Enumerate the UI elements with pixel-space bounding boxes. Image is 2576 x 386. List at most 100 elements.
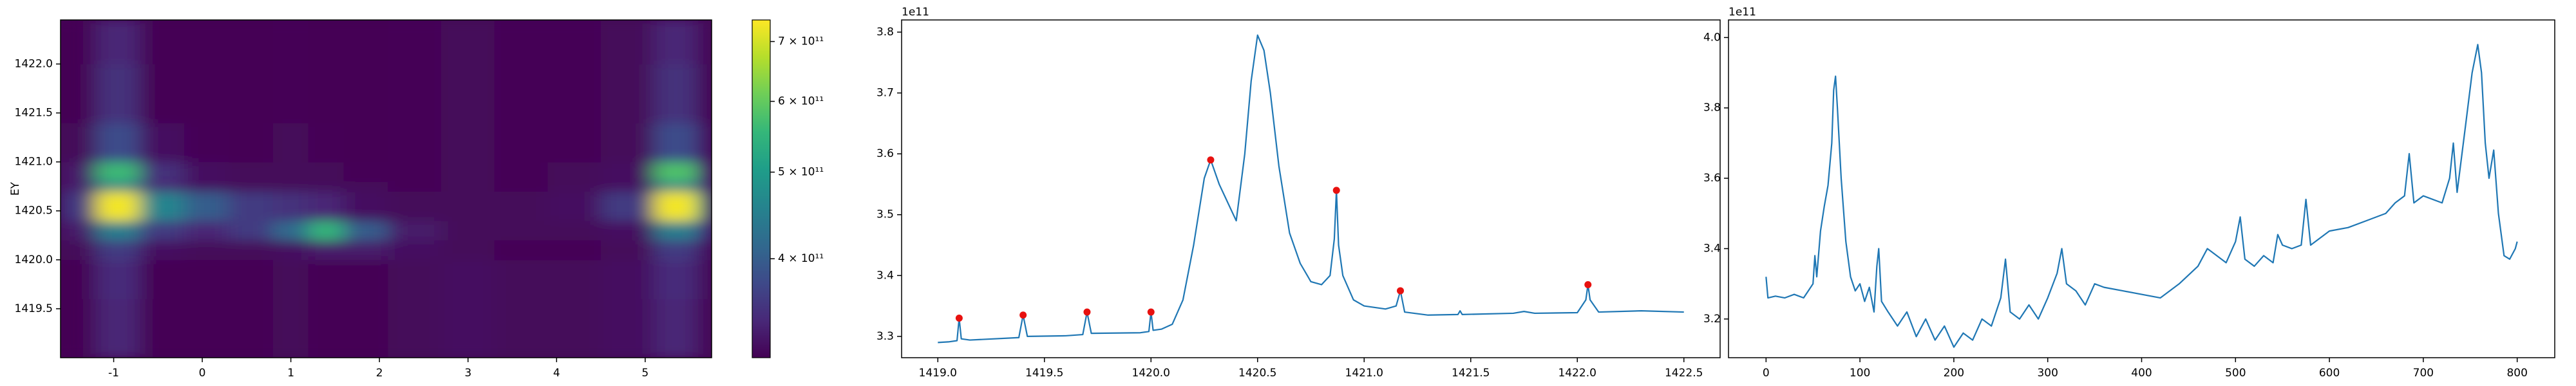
x-tick-label: 600 <box>2319 367 2340 380</box>
heatmap-cell <box>388 299 442 358</box>
heatmap-cell <box>494 259 549 300</box>
y-tick-label: 3.2 <box>1703 313 1721 326</box>
heatmap-cell <box>494 299 549 358</box>
y-tick-label: 3.6 <box>1703 172 1721 185</box>
heatmap-cell <box>184 122 229 163</box>
heatmap-cell <box>308 161 345 182</box>
heatmap-cell <box>308 181 345 192</box>
heatmap-cell <box>697 220 712 241</box>
heatmap-cell <box>272 220 309 241</box>
x-tick-label: 0 <box>199 367 206 380</box>
heatmap-cell <box>343 190 389 221</box>
heatmap-cell <box>95 259 141 300</box>
x-tick-label: 300 <box>2037 367 2058 380</box>
heatmap-cell <box>95 20 141 64</box>
heatmap-cell <box>140 299 185 358</box>
axes-frame <box>60 19 712 358</box>
heatmap-cell <box>95 63 141 124</box>
heatmap-cell <box>228 299 274 358</box>
x-tick-label: 100 <box>1850 367 1870 380</box>
heatmap-cell <box>140 63 185 124</box>
x-tick-label: 700 <box>2413 367 2434 380</box>
heatmap-cell <box>184 220 229 241</box>
heatmap-cell <box>184 239 229 261</box>
x-tick-label: 1422.5 <box>1665 367 1703 380</box>
line <box>938 34 1684 344</box>
x-tick-label: 400 <box>2131 367 2152 380</box>
y-tick-label: 3.4 <box>1703 242 1721 255</box>
heatmap-cell <box>272 299 309 358</box>
heatmap-cell <box>547 239 601 261</box>
heatmap-cell <box>308 122 345 163</box>
heatmap-cell <box>654 190 699 221</box>
x-tick-label: 3 <box>464 367 471 380</box>
heatmap-cell <box>272 63 309 124</box>
heatmap-cell <box>228 20 274 64</box>
heatmap-cell <box>184 20 229 64</box>
x-tick-label: 1421.5 <box>1452 367 1490 380</box>
heatmap-cell <box>440 259 495 300</box>
heatmap-cell <box>228 63 274 124</box>
heatmap-cell <box>343 122 389 163</box>
heatmap-cell <box>308 239 345 261</box>
heatmap-cell <box>697 190 712 221</box>
heatmap-cell <box>308 220 345 241</box>
heatmap-cell <box>654 239 699 261</box>
heatmap-cell <box>697 122 712 163</box>
line <box>1765 44 2518 348</box>
peak-marker <box>1147 308 1155 316</box>
offset-text: 1e11 <box>1728 6 1756 19</box>
y-tick-label: 3.6 <box>876 147 894 160</box>
heatmap-cell <box>228 259 274 300</box>
y-tick-label: 3.3 <box>876 330 894 343</box>
heatmap-cell <box>95 181 141 192</box>
heatmap-cell <box>95 122 141 163</box>
heatmap-cell <box>547 190 601 221</box>
colorbar-tick-label: 5 × 10¹¹ <box>778 166 824 179</box>
y-tick-label: 1420.0 <box>15 253 53 266</box>
heatmap-cell <box>697 299 712 358</box>
axes-frame <box>901 19 1721 358</box>
heatmap-cell <box>600 20 655 64</box>
x-tick-label: 1 <box>287 367 294 380</box>
heatmap-cell <box>494 239 549 261</box>
heatmap-cell <box>654 259 699 300</box>
heatmap-cell <box>140 122 185 163</box>
heatmap-cell <box>95 299 141 358</box>
heatmap-cell <box>61 20 97 64</box>
heatmap-cell <box>388 181 442 192</box>
heatmap-cell <box>547 122 601 163</box>
heatmap-cell <box>308 190 345 221</box>
y-tick-label: 3.5 <box>876 208 894 221</box>
heatmap-cell <box>494 161 549 182</box>
peak-marker <box>1397 287 1405 295</box>
heatmap-cell <box>61 190 97 221</box>
heatmap-cell <box>95 220 141 241</box>
heatmap-cell <box>440 161 495 182</box>
heatmap-cell <box>654 220 699 241</box>
heatmap-cell <box>494 122 549 163</box>
heatmap-cell <box>95 239 141 261</box>
heatmap-cell <box>697 259 712 300</box>
heatmap-cell <box>494 20 549 64</box>
heatmap-cell <box>140 20 185 64</box>
heatmap-cell <box>388 161 442 182</box>
heatmap-cell <box>272 161 309 182</box>
heatmap-cell <box>547 20 601 64</box>
peak-marker <box>1207 156 1215 164</box>
heatmap-cell <box>184 181 229 192</box>
colorbar-tick-label: 6 × 10¹¹ <box>778 95 824 108</box>
heatmap-cell <box>343 63 389 124</box>
heatmap-cell <box>388 122 442 163</box>
heatmap-cell <box>547 63 601 124</box>
heatmap-cell <box>600 63 655 124</box>
heatmap-cell <box>440 239 495 261</box>
y-tick-label: 1420.5 <box>15 205 53 217</box>
heatmap-cell <box>343 239 389 261</box>
x-tick-label: 200 <box>1944 367 1964 380</box>
heatmap-cell <box>697 20 712 64</box>
peak-marker <box>1019 311 1027 319</box>
y-tick-label: 1421.0 <box>15 156 53 169</box>
x-tick-label: 1419.5 <box>1025 367 1063 380</box>
x-tick-label: 4 <box>553 367 560 380</box>
